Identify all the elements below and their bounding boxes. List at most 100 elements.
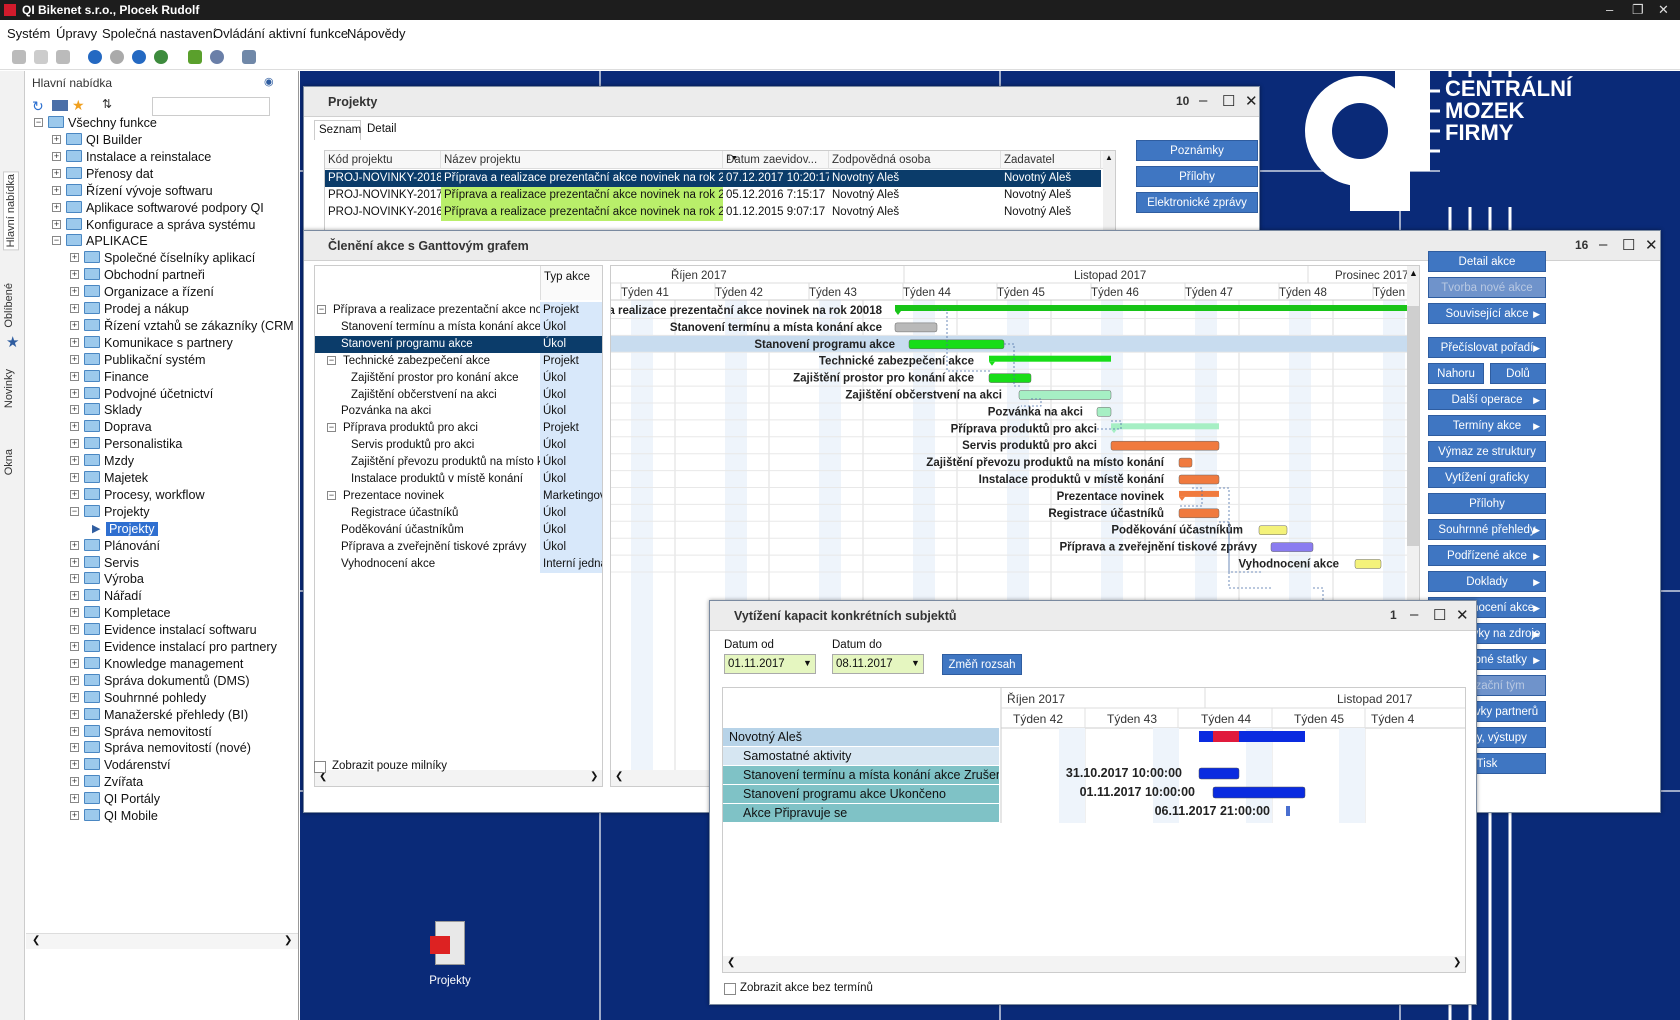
expand-icon[interactable]: + — [70, 573, 79, 584]
tree-item[interactable]: + Obchodní partneři — [26, 266, 298, 284]
tree-item[interactable]: + Komunikace s partnery — [26, 334, 298, 352]
close-button[interactable]: ✕ — [1658, 2, 1669, 17]
expand-icon[interactable]: + — [70, 319, 79, 330]
expand-icon[interactable]: + — [70, 404, 79, 415]
expand-icon[interactable]: + — [52, 150, 61, 161]
load-bar[interactable] — [1212, 786, 1306, 799]
cut-icon[interactable] — [34, 50, 48, 64]
collapse-icon[interactable]: − — [52, 235, 61, 246]
scroll-left-icon[interactable]: ❮ — [32, 935, 41, 946]
refresh-icon[interactable]: ↻ — [32, 98, 44, 114]
expand-icon[interactable]: + — [70, 421, 79, 432]
tree-item[interactable]: + Evidence instalací softwaru — [26, 621, 298, 639]
expand-icon[interactable]: + — [70, 590, 79, 601]
task-bar[interactable] — [1110, 440, 1220, 451]
date-from-input[interactable]: 01.11.2017 ▼ — [724, 654, 816, 674]
tree-item[interactable]: + Podvojné účetnictví — [26, 385, 298, 403]
tree-item[interactable]: + Servis — [26, 554, 298, 572]
expand-icon[interactable]: + — [70, 438, 79, 449]
pin-icon[interactable]: ◉ — [264, 76, 274, 88]
summary-bar[interactable] — [1111, 423, 1219, 430]
task-bar[interactable] — [908, 339, 1005, 350]
tree-item[interactable]: − Projekty — [26, 503, 298, 521]
task-bar[interactable] — [1270, 542, 1314, 552]
tab-oblibene[interactable]: Oblíbené — [3, 283, 15, 328]
capacity-row-label[interactable]: Stanovení programu akce Ukončeno — [723, 785, 999, 803]
tab-detail[interactable]: Detail — [367, 123, 397, 135]
expand-icon[interactable]: + — [52, 201, 61, 212]
expand-icon[interactable]: + — [52, 218, 61, 229]
tree-item[interactable]: + QI Portály — [26, 790, 298, 808]
summary-bar[interactable] — [989, 355, 1111, 362]
window-minimize-button[interactable]: – — [1599, 236, 1608, 253]
task-row[interactable]: Stanovení programu akce Úkol — [315, 335, 602, 353]
column-header[interactable]: Zodpovědná osoba — [829, 151, 1001, 169]
copy-icon[interactable] — [12, 50, 26, 64]
chevron-down-icon[interactable]: ▼ — [803, 658, 812, 668]
tree-item[interactable]: + Prodej a nákup — [26, 300, 298, 318]
task-row[interactable]: Registrace účastníků Úkol — [315, 504, 602, 522]
gantt-button[interactable]: Tvorba nové akce — [1428, 277, 1546, 298]
task-bar[interactable] — [894, 322, 938, 333]
expand-icon[interactable]: + — [70, 641, 79, 651]
summary-bar[interactable] — [1179, 490, 1219, 497]
task-row[interactable]: Instalace produktů v místě konání Úkol — [315, 471, 602, 488]
load-bar-total[interactable] — [1199, 731, 1305, 742]
column-header[interactable]: Název projektu — [441, 151, 723, 169]
expand-icon[interactable]: + — [70, 607, 79, 618]
task-bar[interactable] — [1178, 508, 1220, 519]
summary-bar[interactable] — [895, 305, 1411, 311]
tab-novinky[interactable]: Novinky — [3, 369, 15, 409]
tab-seznam[interactable]: Seznam — [314, 120, 361, 140]
gantt-button[interactable]: Přílohy — [1428, 493, 1546, 514]
collapse-icon[interactable]: − — [317, 304, 326, 314]
gantt-button[interactable]: Termíny akce ▶ — [1428, 415, 1546, 436]
task-row[interactable]: Příprava produktů pro akci − Projekt — [315, 420, 602, 438]
scroll-right-icon[interactable]: ❯ — [284, 935, 293, 946]
collapse-icon[interactable]: − — [327, 354, 336, 365]
table-row[interactable]: PROJ-NOVINKY-2017 Příprava a realizace pr… — [325, 187, 1103, 204]
scroll-thumb[interactable] — [1407, 306, 1419, 546]
scroll-left-icon[interactable]: ❮ — [727, 957, 736, 968]
scroll-up-icon[interactable]: ▲ — [1105, 153, 1113, 162]
tree-item[interactable]: + Majetek — [26, 469, 298, 487]
tree-item[interactable]: + Společné číselníky aplikací — [26, 249, 298, 267]
tree-item[interactable]: + Instalace a reinstalace — [26, 148, 298, 166]
window-minimize-button[interactable]: – — [1199, 92, 1208, 109]
task-row[interactable]: Zajištění převozu produktů na místo koná… — [315, 454, 602, 472]
expand-icon[interactable]: + — [70, 370, 79, 381]
collapse-icon[interactable]: − — [34, 117, 43, 127]
tree-item[interactable]: − Všechny funkce — [26, 114, 298, 132]
capacity-row-label[interactable]: Novotný Aleš — [723, 728, 999, 746]
expand-icon[interactable]: + — [70, 793, 79, 804]
help-context-icon[interactable] — [132, 50, 146, 64]
expand-icon[interactable]: + — [52, 184, 61, 195]
expand-icon[interactable]: + — [70, 539, 79, 550]
scroll-up-icon[interactable]: ▲ — [1409, 268, 1418, 278]
expand-icon[interactable]: + — [70, 556, 79, 567]
tree-item[interactable]: + Řízení vývoje softwaru — [26, 182, 298, 200]
gantt-button[interactable]: Výmaz ze struktury — [1428, 441, 1546, 462]
tree-item[interactable]: + Finance — [26, 368, 298, 386]
help-icon[interactable] — [88, 50, 102, 64]
tree-item[interactable]: + Aplikace softwarové podpory QI — [26, 199, 298, 217]
tree-item[interactable]: + Správa dokumentů (DMS) — [26, 672, 298, 690]
gantt-button[interactable]: Souhrnné přehledy ▶ — [1428, 519, 1546, 540]
scroll-left-icon[interactable]: ❮ — [615, 771, 624, 782]
tree-item[interactable]: + Mzdy — [26, 452, 298, 470]
table-row[interactable]: PROJ-NOVINKY-2016 Příprava a realizace pr… — [325, 204, 1103, 221]
info-icon[interactable] — [110, 50, 124, 64]
tree-item[interactable]: + Procesy, workflow — [26, 486, 298, 504]
expand-icon[interactable]: + — [70, 657, 79, 668]
chevron-down-icon[interactable]: ▼ — [911, 658, 920, 668]
scroll-right-icon[interactable]: ❯ — [590, 771, 599, 782]
expand-icon[interactable]: + — [70, 708, 79, 719]
tree-item[interactable]: + Kompletace — [26, 604, 298, 622]
capacity-row-label[interactable]: Samostatné aktivity — [723, 747, 999, 765]
expand-icon[interactable]: + — [70, 252, 79, 263]
capacity-hscroll[interactable]: ❮ ❯ — [723, 956, 1465, 972]
date-to-input[interactable]: 08.11.2017 ▼ — [832, 654, 924, 674]
window-close-button[interactable]: ✕ — [1456, 607, 1469, 624]
tree-item[interactable]: + Konfigurace a správa systému — [26, 216, 298, 234]
expand-icon[interactable]: + — [70, 303, 79, 313]
